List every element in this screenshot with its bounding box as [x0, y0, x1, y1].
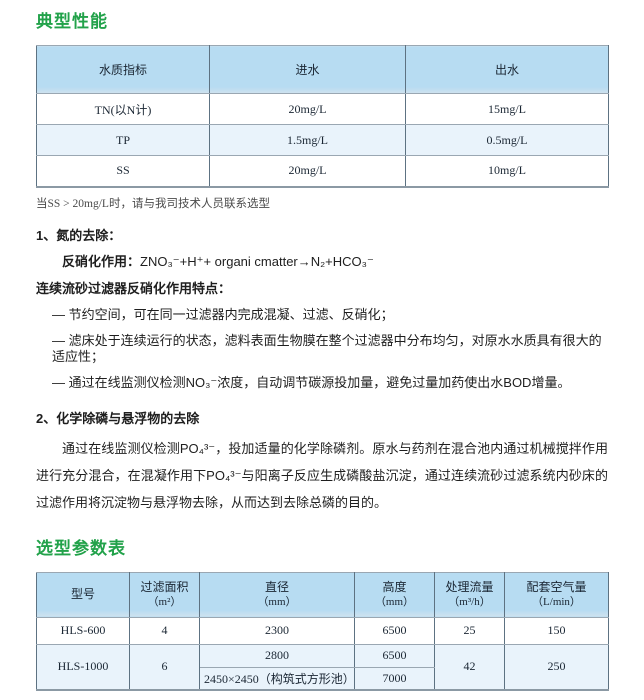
header-label: 型号	[70, 587, 95, 601]
feature-bullet: — 节约空间，可在同一过滤器内完成混凝、过滤、反硝化；	[52, 306, 394, 322]
table-row: TP 1.5mg/L 0.5mg/L	[36, 124, 609, 156]
header-label: 处理流量	[445, 580, 494, 594]
table-row: 2450×2450（构筑式方形池） 7000	[37, 666, 609, 691]
selection-parameters-table: 型号 过滤面积 （m²） 直径 （mm） 高度 （mm） 处理流量 （m³	[36, 571, 609, 691]
nitrogen-heading: 1、氮的去除：	[36, 227, 122, 243]
sel-header-filter-area: 过滤面积 （m²）	[129, 571, 200, 618]
nitrogen-removal-section: 1、氮的去除： 反硝化作用：ZNO₃⁻+H⁺+ organi cmatter→N…	[36, 228, 608, 391]
header-unit: （mm）	[257, 596, 297, 608]
table-cell: 6500	[354, 616, 435, 645]
table-row: SS 20mg/L 10mg/L	[36, 155, 609, 187]
table-cell: 0.5mg/L	[405, 124, 609, 156]
header-unit: （m²）	[147, 596, 182, 608]
table-cell: TN(以N计)	[36, 93, 210, 125]
section-title-typical-performance: 典型性能	[36, 12, 108, 31]
table-cell: 4	[129, 616, 200, 645]
sel-header-flow: 处理流量 （m³/h）	[434, 571, 505, 618]
performance-table-header-row: 水质指标 进水 出水	[36, 45, 609, 94]
perf-header-influent: 进水	[209, 45, 406, 94]
table-cell: 250	[504, 643, 609, 691]
performance-table: 水质指标 进水 出水 TN(以N计) 20mg/L 15mg/L TP 1.5m…	[36, 45, 609, 188]
table-cell: 42	[434, 643, 505, 691]
phosphorus-heading: 2、化学除磷与悬浮物的去除	[36, 410, 200, 426]
header-unit: （mm）	[374, 596, 415, 608]
table-cell: 6500	[354, 643, 435, 668]
phosphorus-removal-section: 2、化学除磷与悬浮物的去除 通过在线监测仪检测PO₄³⁻，投加适量的化学除磷剂。…	[36, 411, 608, 516]
table-cell: 6	[129, 643, 200, 691]
sel-header-air: 配套空气量 （L/min）	[504, 571, 609, 618]
reaction-label: 反硝化作用：	[62, 253, 141, 269]
sel-header-model: 型号	[36, 571, 130, 618]
header-unit: （m³/h）	[448, 596, 491, 608]
header-unit: （L/min）	[532, 596, 581, 608]
table-row: HLS-1000 6 2800 6500 42 250	[36, 643, 609, 691]
header-label: 直径	[264, 580, 289, 594]
table-cell: SS	[36, 155, 210, 187]
table-cell: 1.5mg/L	[209, 124, 406, 156]
table-row: HLS-600 4 2300 6500 25 150	[36, 616, 609, 645]
table-cell: TP	[36, 124, 210, 156]
perf-header-effluent: 出水	[405, 45, 609, 94]
table-cell: 15mg/L	[405, 93, 609, 125]
table-cell: 20mg/L	[209, 93, 406, 125]
header-label: 高度	[382, 580, 407, 594]
table-row: TN(以N计) 20mg/L 15mg/L	[36, 93, 609, 125]
sel-header-height: 高度 （mm）	[354, 571, 435, 618]
phosphorus-paragraph: 通过在线监测仪检测PO₄³⁻，投加适量的化学除磷剂。原水与药剂在混合池内通过机械…	[36, 440, 608, 510]
feature-bullet: — 滤床处于连续运行的状态，滤料表面生物膜在整个过滤器中分布均匀，对原水水质具有…	[52, 332, 602, 364]
table-cell: 20mg/L	[209, 155, 406, 187]
reaction-formula: ZNO₃⁻+H⁺+ organi cmatter→N₂+HCO₃⁻	[140, 253, 374, 269]
ss-selection-note: 当SS > 20mg/L时，请与我司技术人员联系选型	[36, 197, 270, 210]
table-cell: HLS-600	[36, 616, 130, 645]
header-label: 过滤面积	[140, 580, 189, 594]
sel-header-diameter: 直径 （mm）	[199, 571, 355, 618]
table-cell: 25	[434, 616, 505, 645]
features-subheading: 连续流砂过滤器反硝化作用特点：	[36, 280, 232, 296]
table-cell: 10mg/L	[405, 155, 609, 187]
perf-header-indicator: 水质指标	[36, 45, 210, 94]
header-label: 配套空气量	[526, 580, 587, 594]
table-cell: 7000	[354, 666, 435, 691]
section-title-selection-parameters: 选型参数表	[36, 538, 126, 558]
denitrification-reaction: 反硝化作用：ZNO₃⁻+H⁺+ organi cmatter→N₂+HCO₃⁻	[36, 254, 608, 270]
selection-table-header-row: 型号 过滤面积 （m²） 直径 （mm） 高度 （mm） 处理流量 （m³	[36, 571, 609, 618]
table-cell: 2800	[199, 643, 355, 668]
table-cell: 150	[504, 616, 609, 645]
table-cell: HLS-1000	[36, 643, 130, 691]
table-cell: 2450×2450（构筑式方形池）	[199, 666, 355, 691]
table-cell: 2300	[199, 616, 355, 645]
feature-bullet: — 通过在线监测仪检测NO₃⁻浓度，自动调节碳源投加量，避免过量加药使出水BOD…	[52, 374, 571, 390]
